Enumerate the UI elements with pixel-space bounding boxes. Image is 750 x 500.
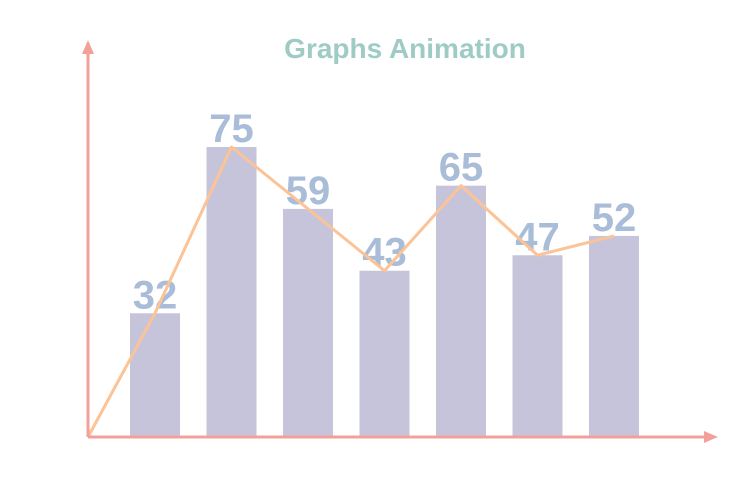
chart-title: Graphs Animation bbox=[284, 33, 526, 64]
bar bbox=[589, 235, 639, 437]
bar bbox=[206, 147, 257, 437]
bar bbox=[436, 185, 486, 437]
value-label: 52 bbox=[592, 196, 637, 240]
value-label: 59 bbox=[286, 169, 331, 213]
trend-line bbox=[153, 145, 615, 314]
bar bbox=[283, 208, 333, 437]
x-axis-arrow bbox=[704, 431, 718, 443]
bar bbox=[359, 270, 410, 437]
value-label: 75 bbox=[209, 107, 254, 151]
line-lead bbox=[86, 312, 157, 438]
bar bbox=[130, 313, 180, 437]
bar bbox=[512, 255, 563, 437]
value-label: 65 bbox=[439, 146, 484, 190]
y-axis-arrow bbox=[82, 40, 94, 54]
